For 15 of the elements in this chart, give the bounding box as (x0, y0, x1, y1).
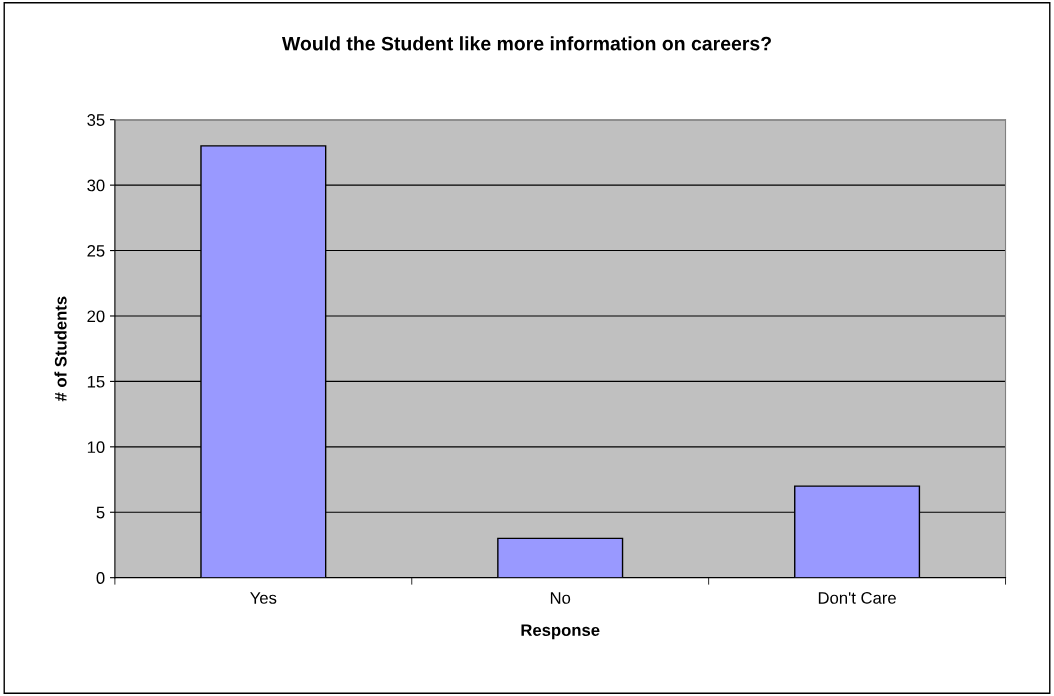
y-tick-label: 30 (87, 179, 105, 192)
x-tick-label: Yes (250, 592, 277, 604)
y-tick-label: 25 (87, 244, 105, 257)
y-tick-label: 35 (87, 114, 105, 126)
y-tick-label: 20 (87, 310, 105, 323)
y-tick-label: 5 (96, 506, 105, 519)
y-tick-label: 15 (87, 375, 105, 388)
x-axis-title: Response (521, 624, 600, 640)
y-tick-label: 0 (96, 572, 105, 584)
y-tick-label: 10 (87, 441, 105, 454)
chart-title: Would the Student like more information on careers? (281, 36, 771, 51)
y-axis-title: # of Students (54, 296, 67, 402)
x-tick-label: Don't Care (818, 592, 896, 604)
x-tick-label: No (550, 592, 571, 604)
bar (497, 537, 624, 578)
